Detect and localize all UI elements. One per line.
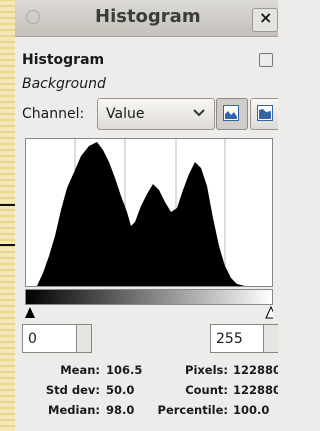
stat-label: Percentile:: [130, 403, 228, 417]
background-line: [0, 204, 15, 206]
stat-label: Median:: [0, 403, 100, 417]
stat-label: Count:: [130, 383, 228, 397]
stat-value: 100.0: [233, 403, 269, 417]
min-value[interactable]: 0: [28, 331, 37, 347]
channel-value[interactable]: Value: [106, 106, 144, 122]
background-line: [0, 244, 15, 246]
window-icon: [26, 10, 40, 24]
stat-label: Mean:: [0, 363, 100, 377]
max-value[interactable]: 255: [216, 331, 243, 347]
max-spin[interactable]: [263, 324, 278, 353]
panel-subtitle: Background: [22, 76, 106, 92]
min-spin[interactable]: [76, 324, 92, 353]
stat-label: Pixels:: [130, 363, 228, 377]
window: Histogram × Histogram Background Channel…: [0, 0, 278, 431]
log-icon[interactable]: [257, 105, 273, 121]
histogram-view: [25, 138, 273, 320]
stat-value: 122880: [233, 363, 278, 377]
close-label[interactable]: ×: [259, 8, 272, 27]
channel-label: Channel:: [22, 106, 84, 122]
stat-value: 122880: [233, 383, 278, 397]
stat-label: Std dev:: [0, 383, 100, 397]
window-title: Histogram: [95, 6, 201, 27]
panel-title: Histogram: [22, 52, 104, 68]
combo-arrow[interactable]: [190, 104, 208, 122]
linear-icon[interactable]: [223, 105, 239, 121]
panel-menu-button[interactable]: [259, 53, 273, 67]
